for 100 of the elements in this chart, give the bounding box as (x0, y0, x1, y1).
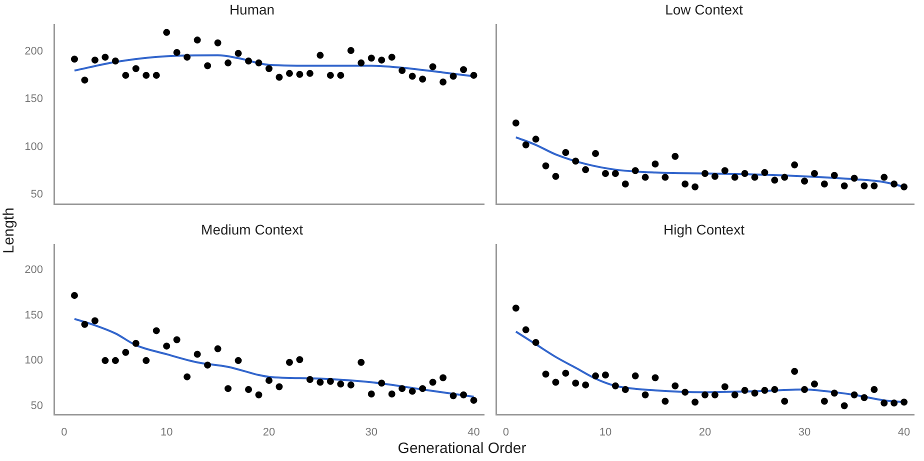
point (682, 180, 689, 188)
chart-title: Medium Context (201, 221, 304, 238)
point (592, 150, 600, 157)
point (132, 65, 140, 72)
point (662, 174, 669, 181)
point (132, 340, 140, 347)
point (408, 72, 416, 80)
y-tick-label: 100 (24, 354, 43, 367)
point (286, 358, 293, 366)
x-tick-label: 30 (798, 426, 811, 438)
point (276, 74, 283, 81)
point (347, 47, 354, 54)
point (692, 398, 699, 406)
point (163, 28, 170, 36)
y-tick-label: 200 (24, 264, 43, 276)
point (850, 174, 858, 182)
y-tick-label: 200 (24, 46, 43, 58)
point (450, 72, 457, 80)
point (152, 327, 160, 334)
x-axis-title: Generational Order (396, 440, 528, 457)
point (326, 72, 334, 79)
y-tick-label: 50 (30, 400, 43, 412)
point (276, 383, 283, 390)
point (761, 386, 768, 394)
point (470, 396, 478, 404)
point (672, 152, 679, 160)
point (337, 72, 344, 79)
point (224, 59, 232, 66)
point (582, 166, 590, 174)
point (820, 180, 828, 188)
point (173, 48, 180, 56)
point (622, 180, 629, 188)
point (368, 390, 375, 398)
x-tick-label: 0 (502, 426, 510, 438)
point (81, 320, 88, 328)
point (81, 76, 88, 84)
point (91, 56, 98, 64)
point (194, 36, 201, 44)
point (102, 54, 109, 61)
point (450, 392, 457, 400)
point (562, 370, 570, 377)
point (460, 66, 468, 74)
point (820, 398, 828, 405)
point (173, 336, 180, 344)
point (622, 386, 629, 393)
point (337, 380, 344, 388)
point (378, 380, 386, 387)
point (368, 54, 375, 62)
point (791, 368, 798, 375)
point (781, 174, 788, 181)
point (702, 391, 708, 398)
y-tick-label: 50 (30, 188, 43, 200)
point (358, 59, 365, 66)
point (572, 158, 580, 165)
point (255, 59, 262, 66)
point (234, 50, 242, 57)
point (880, 400, 888, 407)
x-tick-label: 20 (698, 426, 712, 438)
point (142, 72, 150, 79)
point (388, 54, 396, 61)
point (440, 78, 447, 86)
point (224, 385, 232, 392)
point (398, 67, 406, 74)
point (91, 317, 98, 324)
point (408, 388, 416, 395)
point (306, 376, 314, 384)
point (662, 398, 669, 405)
point (512, 304, 520, 312)
point (612, 382, 619, 390)
point (70, 292, 78, 299)
point (296, 356, 304, 364)
point (602, 372, 609, 379)
point (532, 136, 540, 143)
x-tick-label: 10 (599, 426, 612, 438)
point (810, 170, 818, 177)
point (890, 180, 898, 188)
point (234, 357, 242, 364)
point (810, 380, 818, 388)
x-tick-label: 20 (262, 426, 276, 438)
point (781, 398, 788, 405)
point (860, 182, 868, 190)
point (711, 172, 718, 180)
point (184, 54, 191, 61)
point (286, 70, 293, 77)
point (122, 72, 130, 79)
point (612, 170, 619, 177)
point (642, 391, 649, 398)
point (731, 391, 738, 398)
point (152, 72, 160, 79)
point (419, 76, 426, 83)
point (741, 386, 748, 394)
point (398, 385, 406, 392)
chart-title: Human (229, 1, 275, 18)
point (721, 383, 728, 390)
point (460, 391, 468, 398)
point (751, 390, 758, 397)
point (245, 58, 252, 65)
chart-title: High Context (664, 221, 745, 238)
point (266, 65, 272, 72)
y-tick-label: 100 (24, 140, 43, 153)
